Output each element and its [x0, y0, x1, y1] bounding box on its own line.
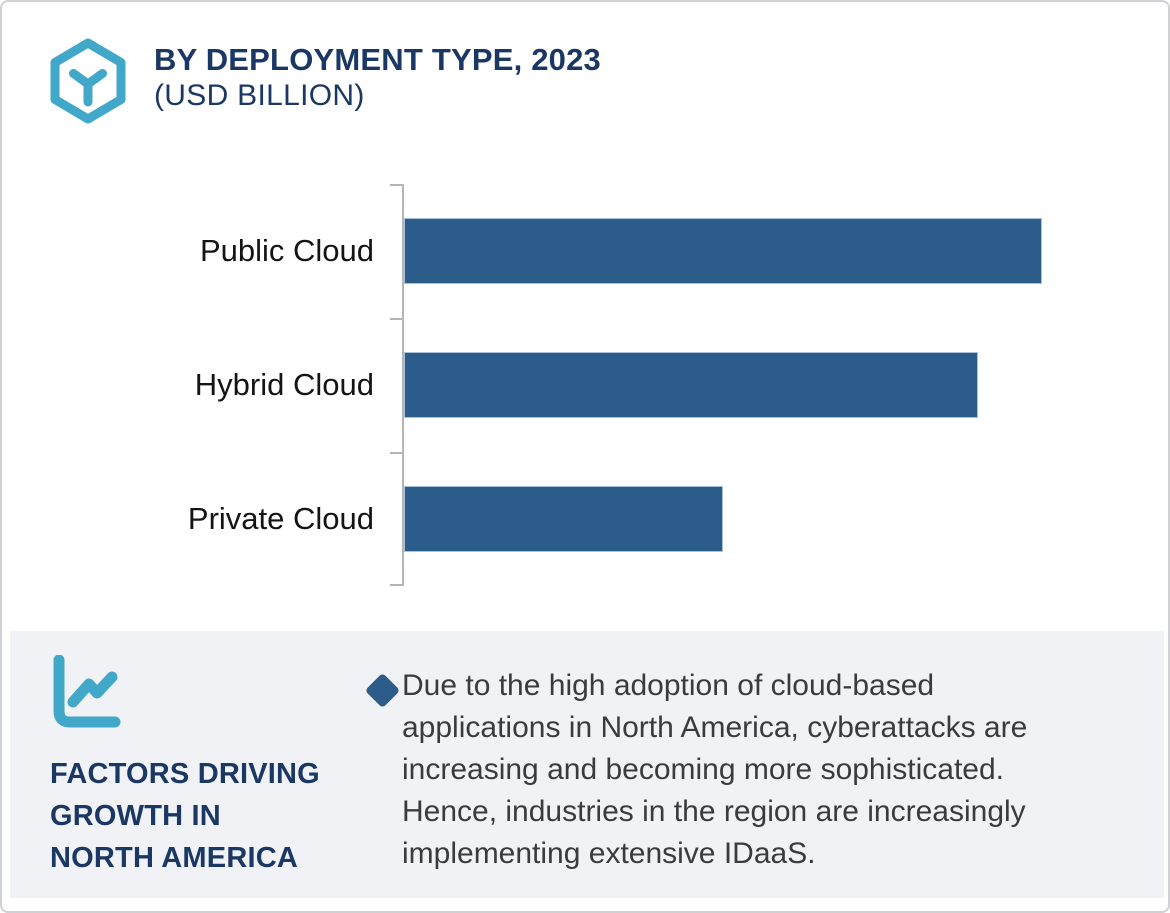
factor-text-line: applications in North America, cyberatta…	[402, 711, 1028, 744]
axis-tick	[390, 452, 404, 454]
chart-title-block: BY DEPLOYMENT TYPE, 2023 (USD BILLION)	[154, 42, 601, 114]
factors-heading-line: FACTORS DRIVING	[50, 758, 320, 790]
factor-text-line: implementing extensive IDaaS.	[402, 837, 816, 870]
category-label: Private Cloud	[187, 501, 374, 536]
chart-row-hybrid-cloud: Hybrid Cloud	[2, 318, 1168, 452]
page-subtitle: (USD BILLION)	[154, 79, 365, 112]
diamond-bullet-icon	[364, 672, 401, 709]
axis-tick	[390, 318, 404, 320]
category-axis-line	[402, 184, 404, 586]
bar-chart: Public Cloud Hybrid Cloud Private Cloud	[2, 184, 1168, 586]
line-chart-icon	[53, 655, 121, 728]
factor-text-line: increasing and becoming more sophisticat…	[402, 753, 1005, 786]
category-label: Public Cloud	[199, 233, 374, 268]
axis-tick	[390, 584, 404, 586]
page-title: BY DEPLOYMENT TYPE, 2023	[154, 42, 601, 77]
bar-private-cloud	[404, 486, 723, 552]
axis-tick	[390, 184, 404, 186]
bar-public-cloud	[404, 218, 1042, 284]
hexagon-cube-icon	[50, 38, 126, 124]
factors-heading: FACTORS DRIVING GROWTH IN NORTH AMERICA	[50, 753, 320, 879]
factors-heading-line: GROWTH IN	[50, 800, 221, 832]
factor-text-line: Due to the high adoption of cloud-based	[402, 669, 935, 702]
bar-hybrid-cloud	[404, 352, 979, 418]
factor-bullet-text: Due to the high adoption of cloud-based …	[402, 665, 1112, 875]
factors-heading-line: NORTH AMERICA	[50, 842, 299, 874]
factor-text-line: Hence, industries in the region are incr…	[402, 795, 1026, 828]
chart-row-public-cloud: Public Cloud	[2, 184, 1168, 318]
chart-row-private-cloud: Private Cloud	[2, 452, 1168, 586]
factors-panel: FACTORS DRIVING GROWTH IN NORTH AMERICA …	[10, 631, 1164, 898]
category-label: Hybrid Cloud	[194, 367, 374, 402]
